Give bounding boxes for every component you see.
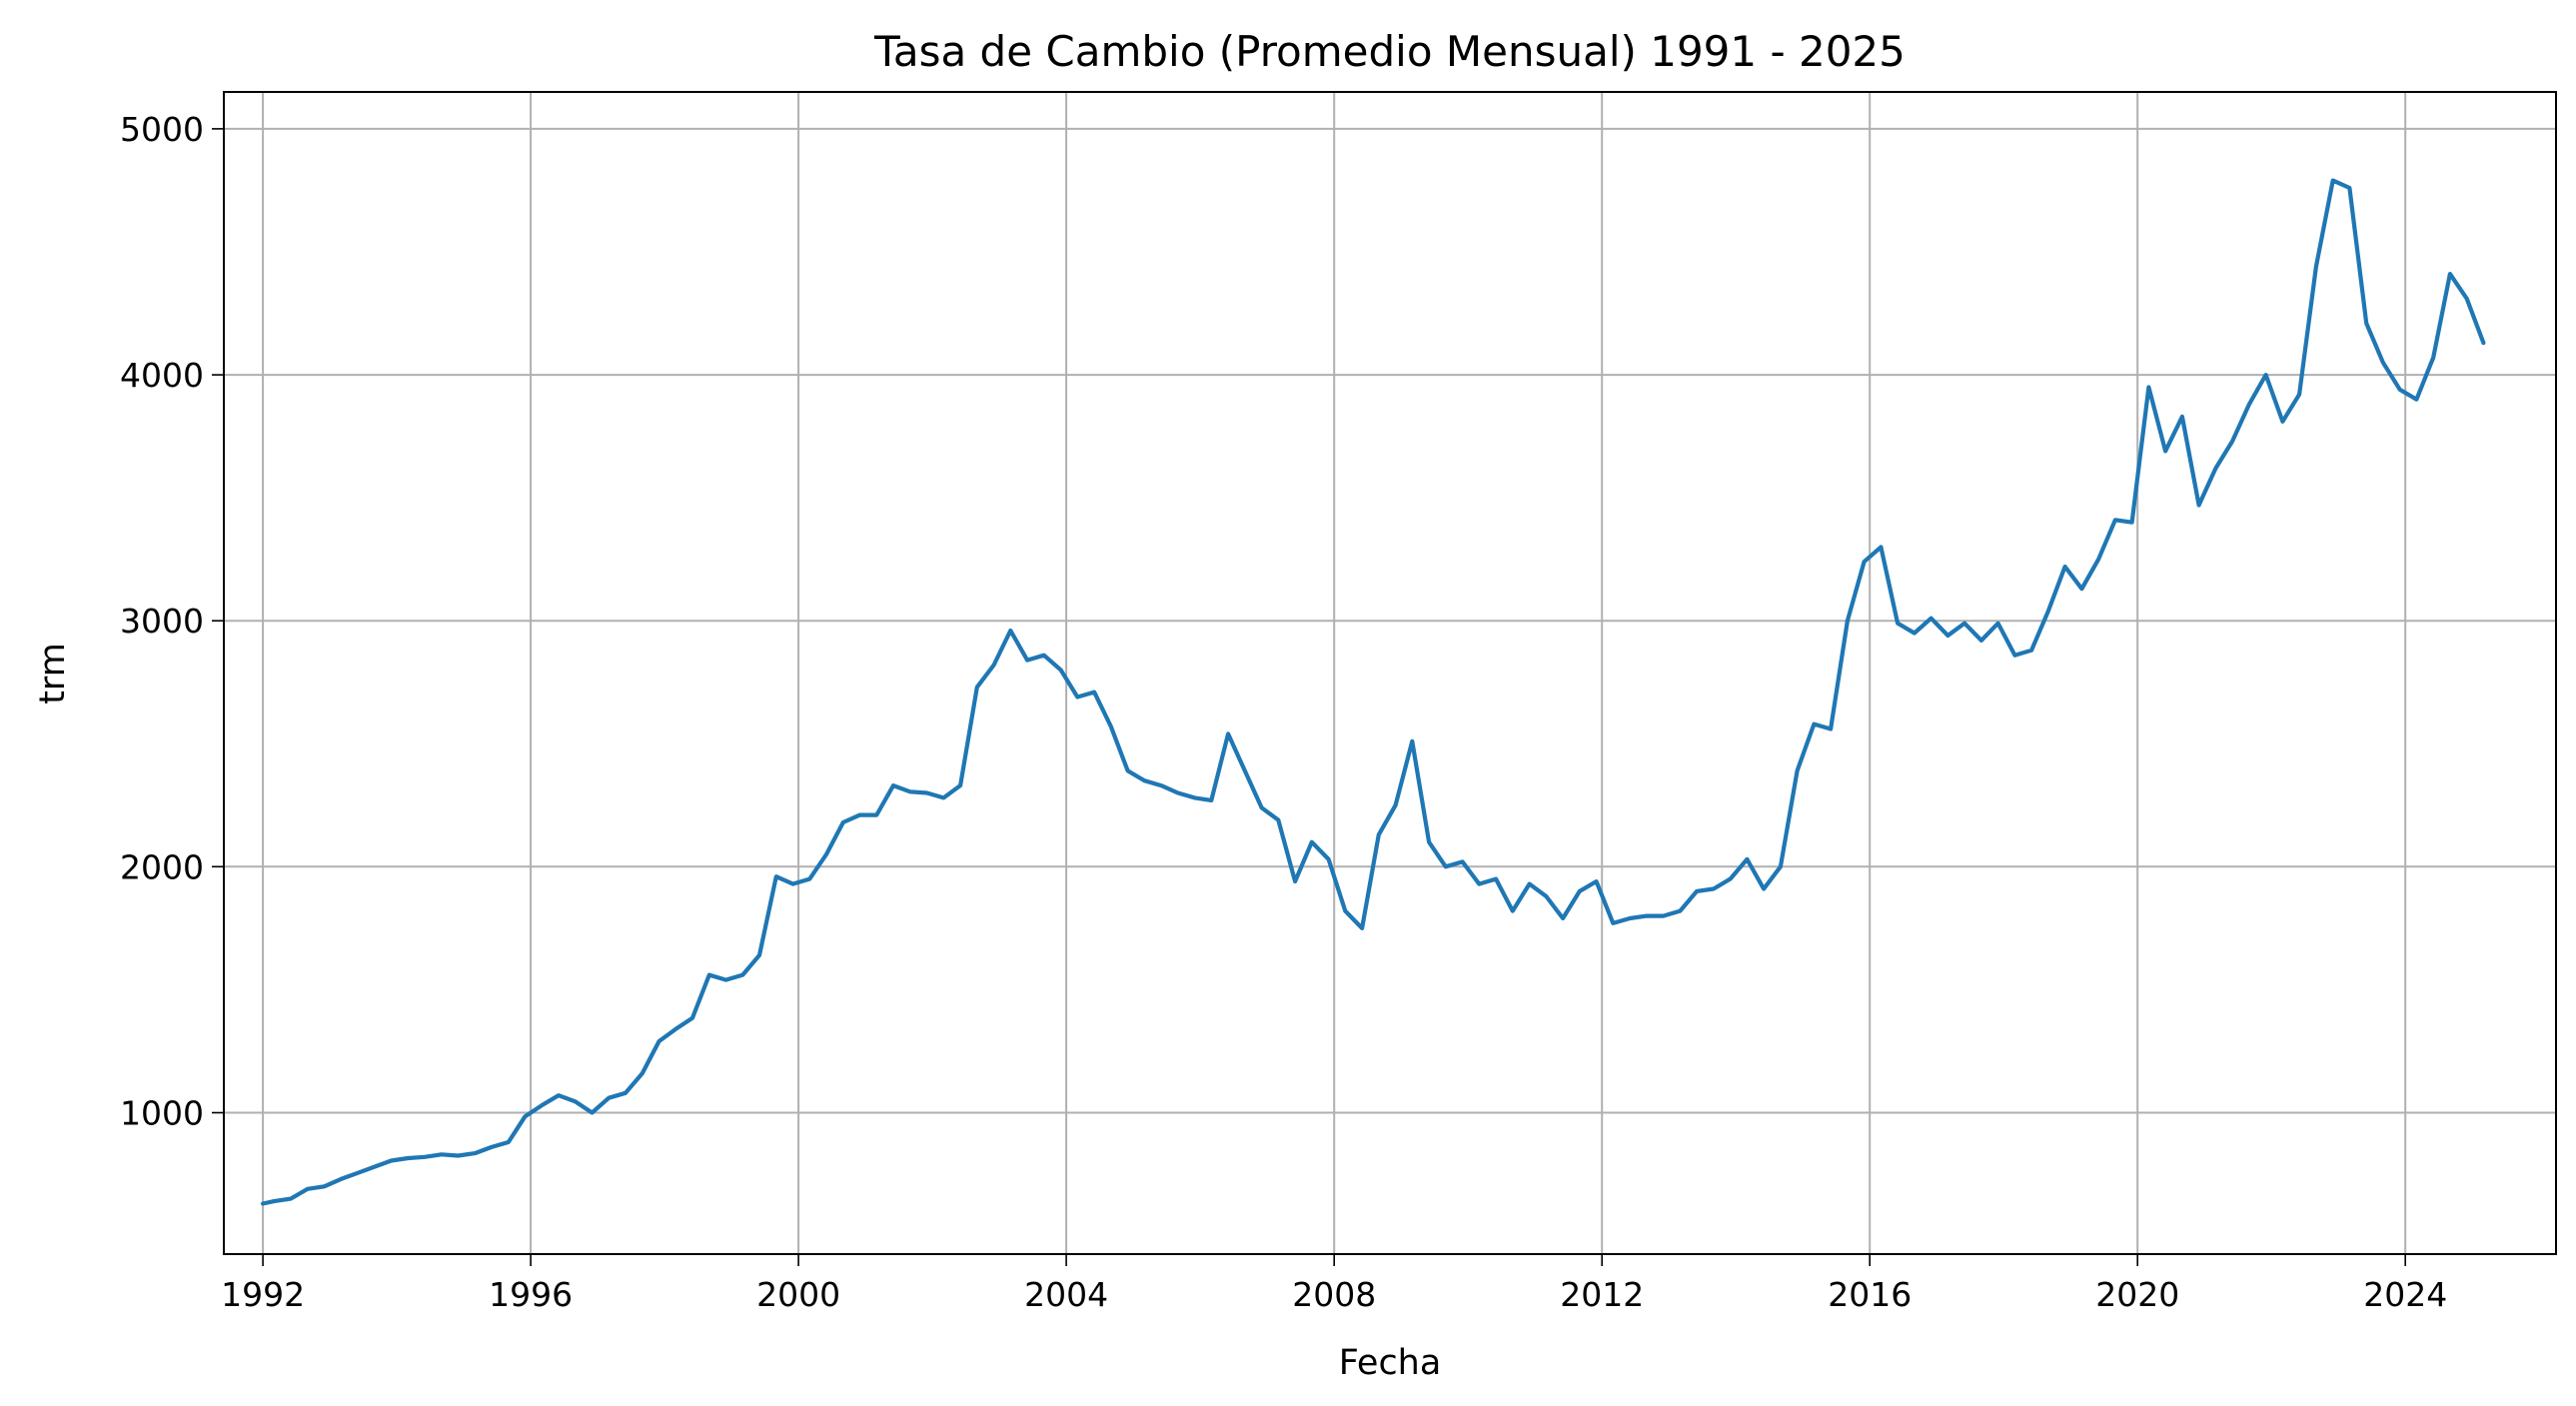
x-tick-label: 1996 xyxy=(489,1275,573,1314)
y-axis-label: trm xyxy=(33,643,73,704)
y-tick-label: 3000 xyxy=(120,602,204,641)
series-layer xyxy=(261,178,2486,1206)
x-tick-label: 2012 xyxy=(1560,1275,1644,1314)
grid-lines xyxy=(224,92,2556,1254)
axis-ticks: 1992 1996 2000 2004 2008 2012 2016 2020 2024 1000… xyxy=(120,110,2447,1314)
x-tick-label: 2024 xyxy=(2363,1275,2447,1314)
x-tick-label: 1992 xyxy=(221,1275,305,1314)
y-tick-label: 2000 xyxy=(120,847,204,886)
plot-frame xyxy=(223,91,2557,1255)
x-tick-label: 2020 xyxy=(2095,1275,2179,1314)
y-tick-label: 4000 xyxy=(120,356,204,395)
chart-title: Tasa de Cambio (Promedio Mensual) 1991 -… xyxy=(873,27,1906,76)
series-line-trm xyxy=(261,178,2486,1206)
y-tick-label: 5000 xyxy=(120,110,204,149)
x-axis-label: Fecha xyxy=(1339,1343,1442,1383)
x-tick-label: 2016 xyxy=(1828,1275,1912,1314)
x-tick-label: 2004 xyxy=(1024,1275,1108,1314)
x-tick-label: 2000 xyxy=(756,1275,840,1314)
x-tick-label: 2008 xyxy=(1292,1275,1376,1314)
y-tick-label: 1000 xyxy=(120,1094,204,1133)
